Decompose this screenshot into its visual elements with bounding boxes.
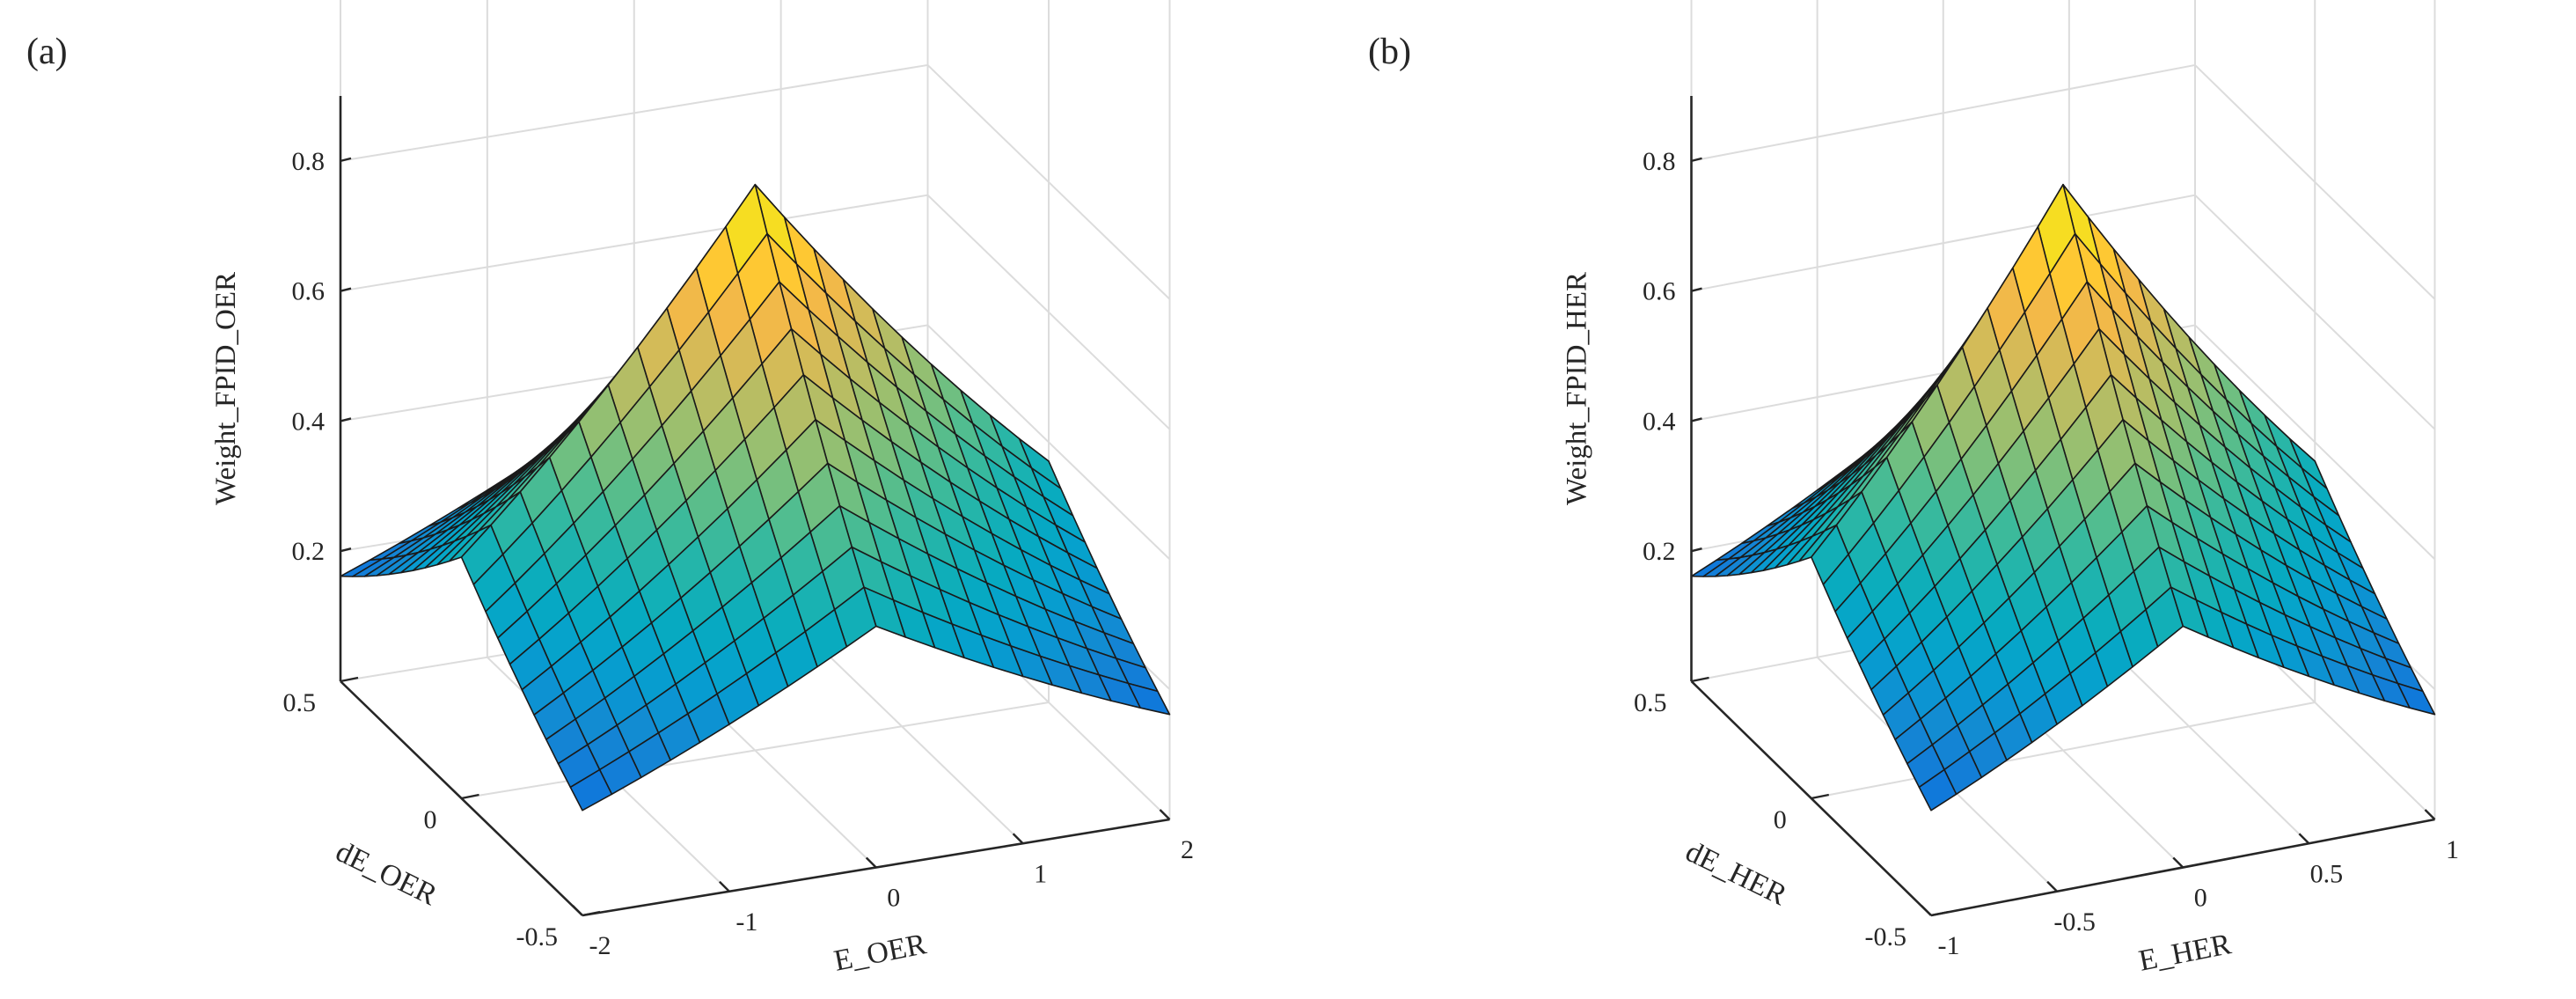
x-axis-label-b: E_HER bbox=[2136, 928, 2234, 978]
x-tick-label: 0 bbox=[2194, 884, 2207, 913]
x-tick-mark bbox=[1921, 905, 1932, 916]
y-axis-label-a: dE_OER bbox=[331, 835, 443, 912]
grid-line bbox=[340, 63, 1171, 300]
x-tick-label: -1 bbox=[1938, 931, 1960, 960]
z-tick-label: 0.6 bbox=[1643, 277, 1676, 306]
x-tick-label: 2 bbox=[1181, 835, 1194, 864]
y-tick-label: -0.5 bbox=[1865, 922, 1907, 951]
y-tick-mark bbox=[1930, 910, 1950, 917]
y-tick-mark bbox=[461, 793, 479, 800]
z-tick-label: 0.6 bbox=[292, 277, 326, 306]
surface-plot-b: -1 -0.5 0 0.5 1 -0.5 0 0.5 0.2 0.4 0.6 0.8 (b) Weig… bbox=[1368, 0, 2459, 978]
z-axis-label-a: Weight_FPID_OER bbox=[210, 272, 242, 505]
panel-label-a: (a) bbox=[26, 32, 68, 72]
y-tick-mark bbox=[582, 910, 601, 917]
z-tick-label: 0.2 bbox=[292, 537, 326, 566]
ticks-a: -2 -1 0 1 2 -0.5 0 0.5 0.2 0.4 0.6 0.8 bbox=[283, 147, 1195, 960]
grid-line bbox=[461, 702, 1050, 799]
ticks-b: -1 -0.5 0 0.5 1 -0.5 0 0.5 0.2 0.4 0.6 0.8 bbox=[1634, 147, 2459, 960]
z-tick-label: 0.8 bbox=[292, 147, 326, 176]
x-tick-mark bbox=[2424, 809, 2436, 820]
z-tick-mark bbox=[340, 157, 352, 163]
x-tick-label: 0.5 bbox=[2310, 859, 2344, 888]
x-axis-label-a: E_OER bbox=[831, 928, 929, 978]
y-tick-label: 0.5 bbox=[283, 688, 317, 717]
z-tick-mark bbox=[340, 287, 352, 292]
panel-label-b: (b) bbox=[1368, 32, 1411, 72]
z-tick-mark bbox=[1691, 417, 1702, 422]
surface-a bbox=[340, 183, 1171, 812]
x-tick-mark bbox=[865, 856, 877, 869]
surface-b bbox=[1690, 183, 2436, 812]
z-tick-label: 0.4 bbox=[292, 407, 326, 436]
z-tick-mark bbox=[1691, 547, 1702, 553]
z-tick-mark bbox=[340, 547, 352, 553]
x-tick-label: 1 bbox=[2446, 835, 2459, 864]
surface-patch bbox=[569, 768, 613, 812]
grid-line bbox=[1811, 702, 2316, 799]
grid-line bbox=[340, 194, 1171, 430]
y-tick-mark bbox=[340, 676, 359, 683]
z-tick-mark bbox=[1691, 157, 1702, 163]
x-tick-mark bbox=[1159, 809, 1171, 820]
grid-line bbox=[1691, 324, 2436, 561]
x-tick-mark bbox=[2046, 880, 2058, 892]
x-tick-mark bbox=[2172, 856, 2184, 869]
z-tick-label: 0.2 bbox=[1643, 537, 1676, 566]
x-tick-mark bbox=[719, 880, 730, 892]
x-tick-label: 1 bbox=[1034, 859, 1047, 888]
surface-plot-a: -2 -1 0 1 2 -0.5 0 0.5 0.2 0.4 0.6 0.8 (a) Weight_F… bbox=[26, 0, 1194, 978]
z-axis-label-b: Weight_FPID_HER bbox=[1562, 272, 1593, 505]
y-tick-mark bbox=[1811, 793, 1829, 800]
y-axis-label-b: dE_HER bbox=[1680, 835, 1792, 912]
x-tick-label: -1 bbox=[735, 907, 757, 937]
x-tick-mark bbox=[1012, 833, 1024, 845]
grid-line bbox=[1691, 194, 2436, 430]
x-tick-label: -0.5 bbox=[2053, 907, 2096, 937]
y-tick-label: 0 bbox=[1774, 805, 1787, 834]
z-tick-label: 0.4 bbox=[1643, 407, 1676, 436]
y-tick-mark bbox=[1691, 676, 1709, 683]
z-tick-label: 0.8 bbox=[1643, 147, 1676, 176]
surface-patch bbox=[1918, 768, 1958, 812]
z-tick-mark bbox=[1691, 287, 1702, 292]
x-tick-mark bbox=[572, 905, 583, 916]
y-tick-label: 0.5 bbox=[1634, 688, 1667, 717]
grid-line bbox=[1691, 63, 2436, 300]
grid-line bbox=[340, 324, 1171, 561]
y-tick-label: 0 bbox=[424, 805, 437, 834]
y-tick-label: -0.5 bbox=[516, 922, 559, 951]
z-tick-mark bbox=[340, 417, 352, 422]
x-tick-label: 0 bbox=[887, 884, 900, 913]
x-tick-label: -2 bbox=[589, 931, 611, 960]
x-tick-mark bbox=[2298, 833, 2310, 845]
